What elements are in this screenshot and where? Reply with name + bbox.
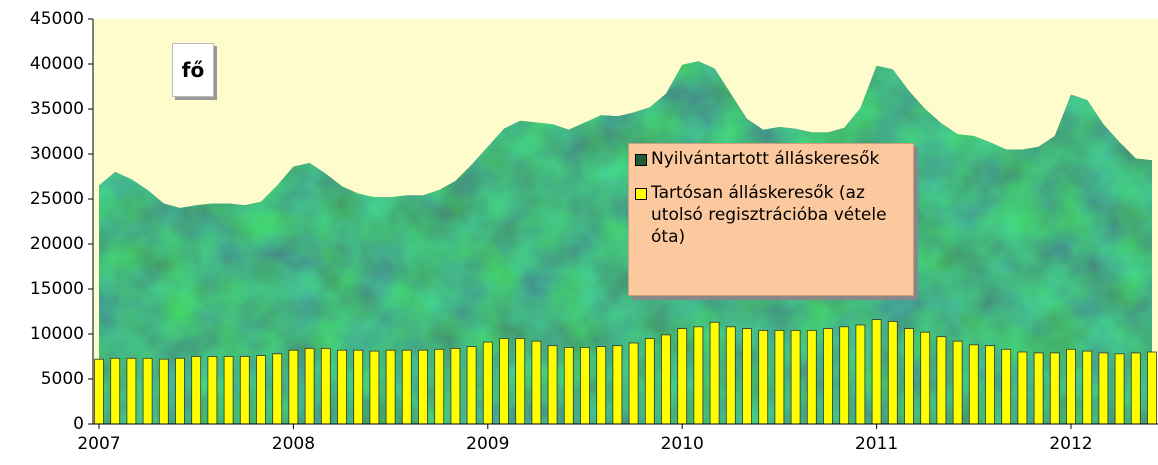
bar bbox=[207, 356, 218, 425]
bar bbox=[968, 344, 979, 425]
bar bbox=[337, 349, 347, 425]
bar bbox=[1098, 352, 1109, 425]
bar bbox=[175, 357, 185, 425]
bar bbox=[887, 320, 898, 425]
bar bbox=[515, 338, 526, 425]
bar bbox=[466, 346, 477, 425]
bar bbox=[839, 326, 850, 425]
bar bbox=[353, 349, 364, 425]
bar bbox=[369, 350, 380, 425]
bar bbox=[612, 345, 623, 425]
bar bbox=[385, 349, 396, 425]
y-tick-label: 45000 bbox=[30, 9, 84, 29]
x-tick-label: 2009 bbox=[466, 434, 509, 454]
x-tick-label: 2008 bbox=[272, 434, 315, 454]
bar bbox=[871, 319, 882, 425]
bar bbox=[288, 349, 299, 425]
bar bbox=[531, 340, 542, 425]
y-tick-label: 15000 bbox=[30, 279, 84, 299]
bar bbox=[725, 326, 736, 425]
bar bbox=[693, 326, 704, 425]
legend-label: Tartósan álláskeresők (az utolsó regiszt… bbox=[651, 183, 887, 247]
x-tick-label: 2012 bbox=[1049, 434, 1092, 454]
bar bbox=[547, 345, 558, 425]
bar bbox=[774, 329, 785, 425]
bar bbox=[1066, 348, 1076, 425]
bar bbox=[94, 358, 104, 425]
bar bbox=[320, 347, 331, 425]
bar bbox=[499, 338, 509, 425]
legend-label: Nyilvántartott álláskeresők bbox=[651, 149, 880, 169]
bar bbox=[790, 329, 801, 425]
bar bbox=[904, 328, 914, 425]
y-tick-label: 30000 bbox=[30, 144, 84, 164]
bar bbox=[1082, 350, 1093, 425]
bar bbox=[1147, 351, 1157, 425]
bar bbox=[952, 340, 963, 425]
bar bbox=[191, 356, 202, 425]
bar bbox=[482, 341, 493, 425]
x-tick-label: 2007 bbox=[77, 434, 120, 454]
bar bbox=[272, 353, 283, 425]
y-tick-label: 10000 bbox=[30, 324, 84, 344]
y-tick-label: 35000 bbox=[30, 99, 84, 119]
bar bbox=[256, 355, 266, 425]
bar bbox=[596, 346, 607, 425]
bar bbox=[1017, 351, 1028, 425]
bar bbox=[239, 356, 250, 425]
bar bbox=[158, 358, 169, 425]
bar bbox=[401, 349, 412, 425]
bar bbox=[418, 349, 428, 425]
bar bbox=[628, 342, 639, 425]
bar bbox=[304, 347, 315, 425]
legend-swatch bbox=[635, 188, 647, 200]
bar bbox=[110, 357, 121, 425]
y-tick-label: 40000 bbox=[30, 54, 84, 74]
bar bbox=[677, 328, 688, 425]
bar bbox=[450, 347, 461, 425]
bar bbox=[126, 357, 137, 425]
bar bbox=[142, 357, 153, 425]
x-tick-label: 2010 bbox=[661, 434, 704, 454]
x-tick-label: 2011 bbox=[855, 434, 898, 454]
legend-entry: Nyilvántartott álláskeresők bbox=[635, 148, 913, 170]
bar bbox=[758, 329, 769, 425]
y-tick-label: 25000 bbox=[30, 189, 84, 209]
bar bbox=[434, 348, 445, 425]
bar bbox=[823, 328, 833, 425]
bar bbox=[563, 347, 574, 425]
bar bbox=[855, 324, 866, 425]
legend-entry: Tartósan álláskeresők (az utolsó regiszt… bbox=[635, 182, 913, 248]
legend-swatch bbox=[635, 154, 647, 166]
bar bbox=[644, 338, 655, 425]
bar bbox=[1114, 353, 1125, 425]
bar bbox=[806, 329, 817, 425]
bar bbox=[1130, 352, 1141, 425]
bar bbox=[661, 334, 671, 425]
bar bbox=[742, 328, 752, 425]
unit-label: fő bbox=[172, 43, 214, 97]
y-tick-label: 0 bbox=[73, 414, 84, 434]
bar bbox=[1033, 352, 1044, 425]
bar bbox=[580, 347, 590, 425]
bar bbox=[223, 356, 234, 425]
bar bbox=[936, 336, 947, 425]
bar bbox=[709, 321, 720, 425]
y-tick-label: 20000 bbox=[30, 234, 84, 254]
legend: Nyilvántartott álláskeresők Tartósan állá… bbox=[628, 143, 914, 296]
bar bbox=[920, 331, 931, 425]
bar bbox=[1001, 348, 1012, 425]
y-tick-label: 5000 bbox=[41, 369, 84, 389]
bar bbox=[1049, 352, 1060, 425]
bar bbox=[985, 345, 995, 425]
